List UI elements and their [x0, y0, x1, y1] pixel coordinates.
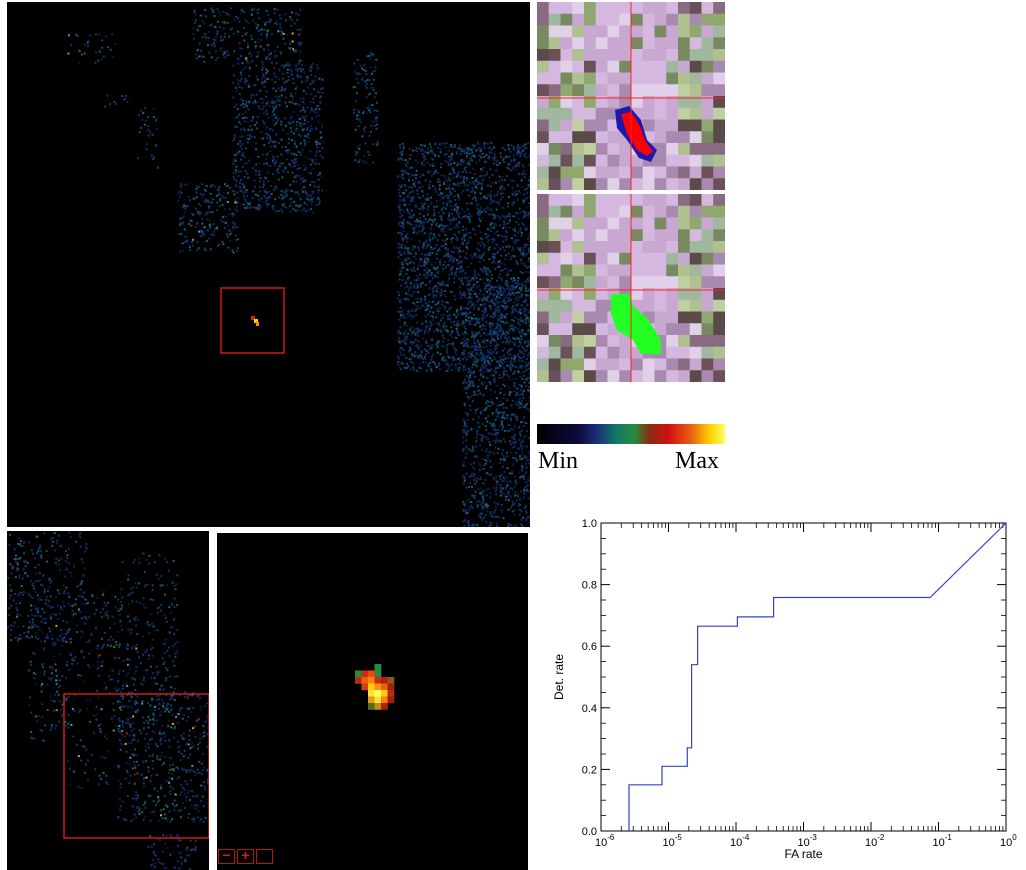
roc-x-tick-label: 10-6 [595, 833, 615, 849]
thumbnail-detection-overlay [537, 2, 725, 190]
thumbnail-2-canvas [537, 194, 725, 382]
roc-y-tick-label: 0.6 [582, 641, 597, 653]
zoom-target-blob [355, 664, 395, 710]
colorbar [537, 424, 725, 444]
main-selection-box[interactable] [220, 287, 285, 354]
zoom-view[interactable] [217, 533, 528, 870]
zoom-out-button[interactable]: − [218, 848, 235, 864]
thumbnail-truth-mask [537, 194, 725, 382]
roc-x-tick-label: 10-2 [865, 833, 885, 849]
main-target-blob [251, 316, 259, 326]
roc-x-axis-label: FA rate [784, 847, 822, 861]
roc-y-tick-label: 0.2 [582, 764, 597, 776]
roc-y-tick-label: 0.0 [582, 826, 597, 838]
roc-x-tick-label: 100 [1000, 833, 1017, 849]
roc-y-axis-label: Det. rate [552, 654, 566, 700]
main-map-speckle [67, 7, 530, 527]
overview-map-canvas [7, 531, 209, 870]
zoom-view-canvas [355, 664, 395, 710]
zoom-in-button[interactable]: + [237, 848, 254, 864]
roc-y-tick-label: 0.8 [582, 580, 597, 592]
roc-x-tick-label: 10-5 [663, 833, 683, 849]
roc-curve [628, 522, 1007, 831]
colorbar-min-label: Min [538, 448, 579, 474]
overview-map[interactable] [7, 531, 209, 870]
roc-x-tick-label: 10-1 [933, 833, 953, 849]
roc-y-tick-label: 0.4 [582, 703, 597, 715]
overview-map-speckle [7, 531, 209, 870]
overview-selection-box[interactable] [63, 693, 209, 839]
zoom-reset-button[interactable] [256, 849, 273, 864]
roc-x-tick-label: 10-4 [730, 833, 750, 849]
main-map-canvas [67, 7, 530, 527]
thumbnail-1-canvas [537, 2, 725, 190]
roc-y-tick-label: 1.0 [582, 518, 597, 530]
colorbar-max-label: Max [675, 448, 719, 474]
main-detection-map[interactable] [7, 2, 530, 527]
roc-chart: 10-6 10-5 10-4 10-3 10-2 10-1 1000.00.20.40.60… [552, 518, 1017, 861]
